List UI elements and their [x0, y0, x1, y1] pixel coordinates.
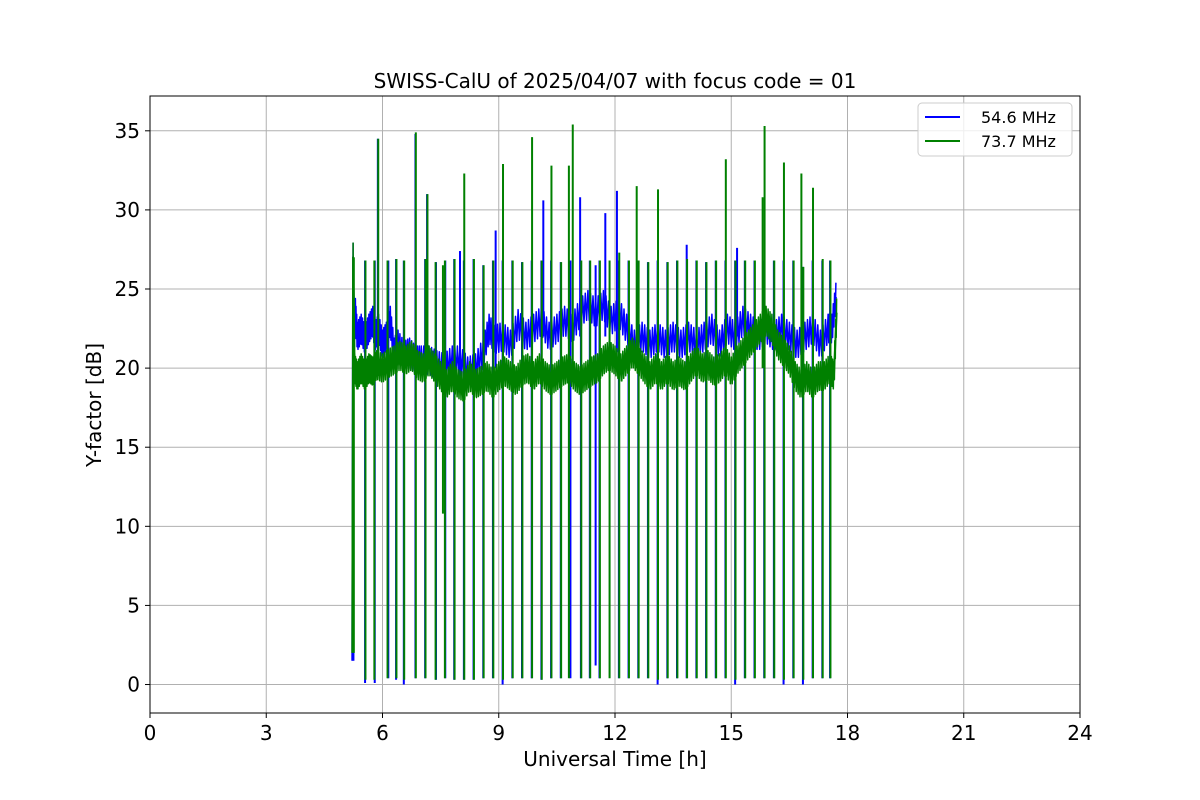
x-tick-label: 18 — [835, 721, 860, 745]
x-tick-label: 3 — [260, 721, 273, 745]
series-layer — [351, 124, 838, 685]
chart-title: SWISS-CalU of 2025/04/07 with focus code… — [374, 69, 857, 93]
x-tick-label: 24 — [1067, 721, 1092, 745]
x-tick-label: 6 — [376, 721, 389, 745]
x-tick-label: 9 — [492, 721, 505, 745]
legend-label-54-6-mhz: 54.6 MHz — [981, 108, 1056, 127]
x-tick-label: 15 — [719, 721, 744, 745]
legend: 54.6 MHz 73.7 MHz — [917, 102, 1073, 157]
series-noise-73-7-mhz — [351, 242, 838, 639]
grid-lines — [149, 96, 1081, 713]
y-axis-label: Y-factor [dB] — [82, 343, 106, 468]
x-tick-label: 21 — [951, 721, 976, 745]
y-tick-label: 30 — [115, 198, 140, 222]
y-tick-label: 5 — [127, 593, 140, 617]
y-tick-label: 35 — [115, 119, 140, 143]
y-tick-label: 10 — [115, 514, 140, 538]
x-axis-ticks: 0 3 6 9 12 15 18 21 24 — [144, 713, 1093, 745]
x-tick-label: 12 — [602, 721, 627, 745]
series-73-7-mhz — [351, 124, 838, 680]
y-tick-label: 20 — [115, 356, 140, 380]
y-tick-label: 25 — [115, 277, 140, 301]
legend-label-73-7-mhz: 73.7 MHz — [981, 132, 1056, 151]
y-tick-label: 0 — [127, 673, 140, 697]
x-axis-label: Universal Time [h] — [523, 747, 706, 771]
y-tick-label: 15 — [115, 435, 140, 459]
x-tick-label: 0 — [144, 721, 157, 745]
y-axis-ticks: 0 5 10 15 20 25 30 35 — [115, 119, 150, 697]
